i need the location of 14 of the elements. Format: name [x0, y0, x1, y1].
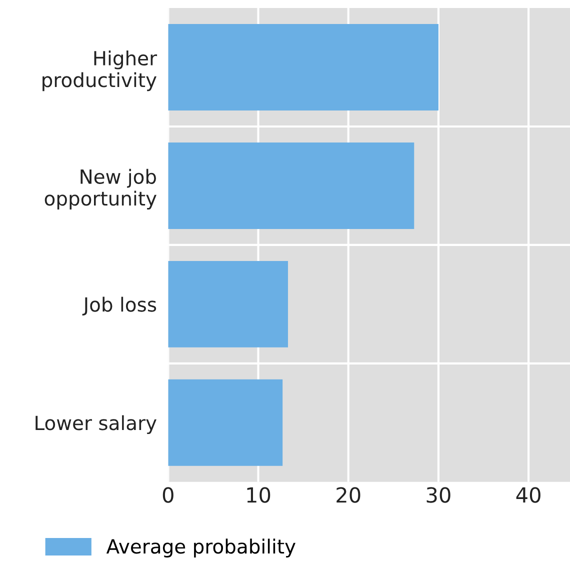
bar	[168, 260, 288, 348]
y-tick-label: Lower salary	[36, 415, 156, 434]
y-tick-label: New job opportunity	[44, 168, 156, 210]
x-tick-label: 10	[247, 487, 270, 503]
bar	[168, 379, 283, 466]
x-tick-label: 20	[336, 487, 360, 503]
x-tick-label: 40	[516, 487, 540, 503]
bar	[168, 24, 438, 111]
bar	[168, 142, 414, 229]
x-tick-label: 0	[162, 487, 174, 503]
y-tick-label: Job loss	[82, 296, 156, 316]
legend-label: Average probability	[106, 538, 296, 558]
y-tick-label: Higher productivity	[42, 50, 158, 92]
x-tick-label: 30	[426, 487, 450, 503]
